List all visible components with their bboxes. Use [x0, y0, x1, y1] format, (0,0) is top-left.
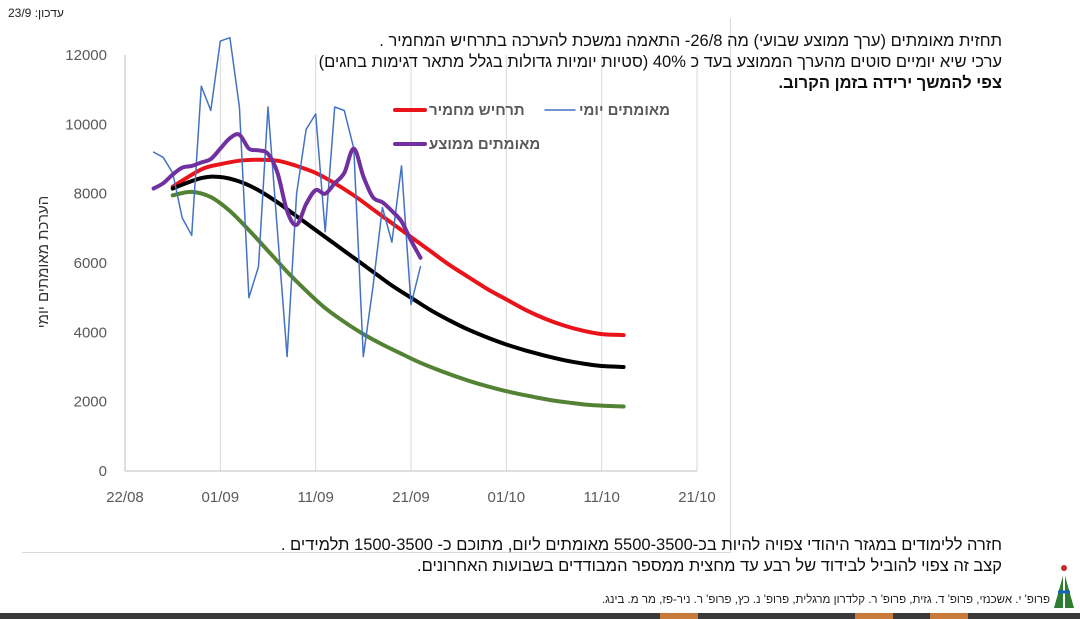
x-tick-label: 01/09	[202, 489, 240, 506]
y-tick-label: 2000	[74, 394, 107, 411]
legend-label: מאומתים ממוצע	[429, 136, 540, 153]
series-black-line	[170, 174, 626, 369]
bottom-bar	[0, 613, 1080, 619]
legend-label: מאומתים יומי	[579, 102, 670, 119]
legend: תרחיש מחמיר מאומתים יומי מאומתים ממוצע	[393, 102, 670, 153]
series-red-line	[170, 157, 626, 338]
bottom-bar-segment	[660, 613, 698, 619]
header-text: תחזית מאומתים (ערך ממוצע שבועי) מה 26/8-…	[319, 31, 1002, 94]
axes	[124, 55, 697, 472]
header-line-2: ערכי שיא יומיים סוטים מהערך הממוצע בעד כ…	[318, 53, 1002, 71]
y-tick-label: 12000	[65, 47, 107, 64]
y-tick-label: 6000	[74, 255, 107, 272]
x-tick-label: 22/08	[106, 489, 144, 506]
x-tick-label: 11/09	[297, 489, 333, 506]
y-tick-label: 4000	[74, 324, 107, 341]
chart-frame	[22, 18, 731, 553]
footer-line-1: חזרה ללימודים במגזר היהודי צפויה להיות ב…	[280, 536, 1002, 554]
x-tick-label: 11/10	[583, 489, 619, 506]
grid-lines	[219, 55, 698, 471]
legend-label: תרחיש מחמיר	[429, 102, 525, 119]
y-tick-label: 10000	[65, 116, 107, 133]
y-axis-label: הערכת מאומתים יומי	[35, 196, 52, 328]
y-tick-labels: 0 2000 4000 6000 8000 10000 12000	[65, 47, 107, 480]
credits: פרופ' י. אשכנזי, פרופ' ד. גזית, פרופ' ר.…	[601, 594, 1050, 606]
x-tick-label: 21/09	[392, 489, 430, 506]
header-line-1: תחזית מאומתים (ערך ממוצע שבועי) מה 26/8-…	[379, 32, 1002, 50]
update-date-label: עדכון: 23/9	[8, 6, 64, 20]
y-tick-label: 8000	[74, 186, 107, 203]
bottom-bar-segment	[930, 613, 968, 619]
series-green-line	[170, 189, 626, 409]
header-line-3: צפי להמשך ירידה בזמן הקרוב.	[778, 74, 1003, 92]
footer-line-2: קצב זה צפוי להוביל לבידוד של רבע עד מחצי…	[417, 557, 1002, 575]
x-tick-label: 21/10	[678, 489, 716, 506]
x-tick-labels: 22/08 01/09 11/09 21/09 01/10 11/10 21/10	[106, 489, 716, 506]
bottom-bar-segment	[855, 613, 893, 619]
series-daily-confirmed-line	[152, 36, 422, 358]
footer-text: חזרה ללימודים במגזר היהודי צפויה להיות ב…	[281, 535, 1002, 577]
y-tick-label: 0	[99, 463, 107, 480]
x-tick-label: 01/10	[488, 489, 526, 506]
series-lines	[151, 36, 626, 409]
series-average-confirmed-line	[151, 132, 423, 260]
institute-logo-icon	[1054, 565, 1074, 608]
